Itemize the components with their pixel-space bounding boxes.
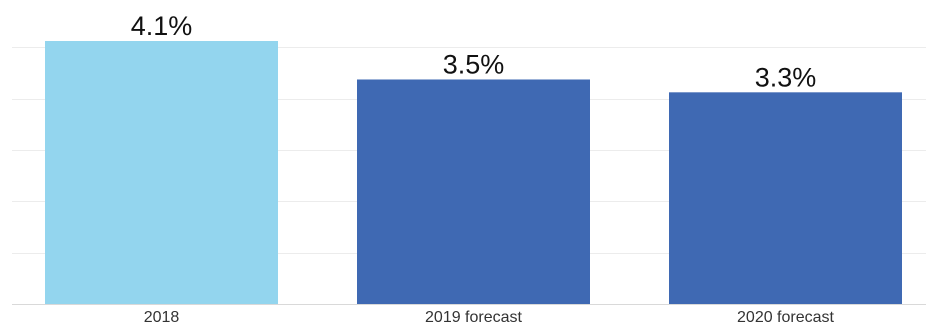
data-labels: 4.1% 3.5% 3.3%	[131, 11, 817, 92]
x-tick-label-2019-forecast: 2019 forecast	[425, 309, 523, 323]
bar-2020-forecast	[669, 92, 902, 304]
bars	[45, 41, 902, 304]
data-label-2019-forecast: 3.5%	[443, 49, 505, 79]
x-tick-label-2018: 2018	[144, 309, 180, 323]
x-axis-tick-labels: 2018 2019 forecast 2020 forecast	[144, 309, 835, 323]
bar-2018	[45, 41, 278, 304]
x-tick-label-2020-forecast: 2020 forecast	[737, 309, 835, 323]
data-label-2020-forecast: 3.3%	[755, 62, 817, 92]
data-label-2018: 4.1%	[131, 11, 193, 41]
bar-2019-forecast	[357, 79, 590, 304]
